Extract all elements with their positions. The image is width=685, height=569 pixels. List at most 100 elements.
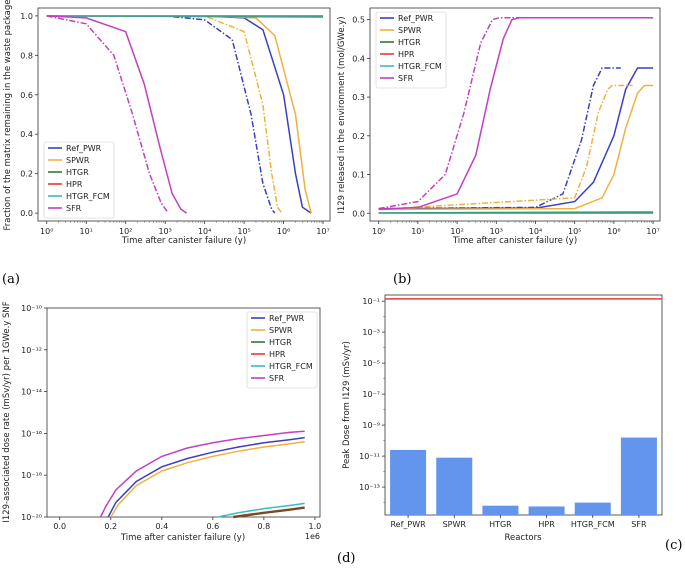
panel-d-xtick-label: 0.6 xyxy=(206,522,219,531)
panel-d-ytick-label: 10⁻¹⁴ xyxy=(21,388,42,397)
panel-d-series-spwr xyxy=(110,441,305,518)
panel-c-ytick-label: 10⁻⁵ xyxy=(362,359,380,368)
panel-c-plot-area xyxy=(384,294,663,516)
panel-a-series-sfr xyxy=(46,15,188,214)
panel-c-bar-hpr xyxy=(528,506,565,515)
panel-b-ytick-label: 0.2 xyxy=(352,132,365,141)
panel-d-offset-text: 1e6 xyxy=(305,532,320,541)
panel-d-series-htgr xyxy=(233,506,305,519)
panel-d-legend: Ref_PWR SPWR HTGR HPR HTGR_FCM SFR xyxy=(246,311,318,389)
panel-c-ytick-label: 10⁻¹¹ xyxy=(359,452,380,461)
panel-d-legend-label-sfr: SFR xyxy=(269,374,285,383)
panel-b-ytick-label: 0.0 xyxy=(352,209,365,218)
panel-b-legend-frame xyxy=(375,11,447,89)
panel-a-xtick-label: 10⁶ xyxy=(277,227,290,236)
panel-b-chart: 10⁰ 10¹ 10² 10³ 10⁴ 10⁵ 10⁶ 10⁷ 0.0 0.1 0.2 0.3 0.4 0… xyxy=(337,7,661,246)
panel-d-xtick-label: 0.8 xyxy=(258,522,271,531)
panel-b-xtick-label: 10⁷ xyxy=(646,227,659,236)
panel-d-chart: 0.0 0.2 0.4 0.6 0.8 1.0 10⁻²⁰ 10⁻¹⁸ 10⁻¹⁶ 10⁻¹⁴ 10… xyxy=(2,301,321,543)
panel-a-xtick-label: 10⁷ xyxy=(316,227,329,236)
panel-a-legend-frame xyxy=(43,141,115,219)
panel-d-ytick-label: 10⁻¹⁸ xyxy=(21,471,42,480)
panel-b-series-ref_pwr-dashdot xyxy=(378,67,621,210)
panel-b-legend-label-sfr: SFR xyxy=(398,74,414,83)
panel-a-ylabel: Fraction of the matrix remaining in the … xyxy=(3,0,13,231)
panel-d-legend-label-hpr: HPR xyxy=(269,350,286,359)
panel-label-c: (c) xyxy=(665,538,682,553)
panel-a-legend-label-sfr: SFR xyxy=(66,204,82,213)
panel-a-xtick-label: 10¹ xyxy=(80,227,93,236)
panel-d-legend-frame xyxy=(246,311,318,389)
panel-b-ylabel: I129 released in the environment (mol/GW… xyxy=(337,16,347,213)
panel-b-ytick-label: 0.1 xyxy=(352,171,365,180)
panel-a-ytick-label: 0.2 xyxy=(20,170,33,179)
panel-d-series-sfr xyxy=(99,430,305,518)
panel-d-ytick-label: 10⁻²⁰ xyxy=(21,513,42,522)
panel-b-legend-label-htgr: HTGR xyxy=(398,38,421,47)
panel-b-xtick-label: 10³ xyxy=(490,227,503,236)
panel-d-ytick-label: 10⁻¹² xyxy=(21,346,42,355)
panel-a-ytick-label: 0.8 xyxy=(20,51,33,60)
panel-b-xtick-label: 10⁵ xyxy=(568,227,581,236)
panel-b-series-spwr xyxy=(378,84,654,211)
panel-b-xtick-label: 10¹ xyxy=(411,227,424,236)
panel-a-xtick-label: 10⁰ xyxy=(40,227,53,236)
panel-b-series-ref_pwr xyxy=(378,67,654,210)
panel-a-ytick-label: 0.0 xyxy=(20,209,33,218)
panel-b-xlabel: Time after canister failure (y) xyxy=(452,236,577,246)
panel-label-a: (a) xyxy=(2,272,20,287)
panel-d-legend-label-ref_pwr: Ref_PWR xyxy=(269,314,305,323)
panel-c-ytick-label: 10⁻⁷ xyxy=(362,390,380,399)
panel-c-bar-htgr xyxy=(482,505,519,515)
panel-a-legend-label-ref_pwr: Ref_PWR xyxy=(66,144,102,153)
panel-b-legend-label-spwr: SPWR xyxy=(398,26,422,35)
panel-c-xtick-label-htgr: HTGR xyxy=(489,520,512,529)
panel-b-series-spwr-dashdot xyxy=(378,84,633,211)
panel-c-xtick-label-ref_pwr: Ref_PWR xyxy=(390,520,426,529)
panel-b-ytick-label: 0.3 xyxy=(352,93,365,102)
panel-b-legend: Ref_PWR SPWR HTGR HPR HTGR_FCM SFR xyxy=(375,11,447,89)
panel-d-legend-label-htgr_fcm: HTGR_FCM xyxy=(269,362,313,371)
panel-c-xtick-label-sfr: SFR xyxy=(631,520,647,529)
panel-b-ytick-label: 0.5 xyxy=(352,16,365,25)
panel-c-ytick-label: 10⁻¹ xyxy=(362,297,380,306)
panel-a-chart: 10⁰ 10¹ 10² 10³ 10⁴ 10⁵ 10⁶ 10⁷ 0.0 0.2 0.4 0.6 0.8 1… xyxy=(3,0,331,246)
panel-b-series-sfr-dashdot xyxy=(378,16,654,210)
panel-d-xtick-label: 0.4 xyxy=(155,522,168,531)
panel-b-xtick-label: 10⁶ xyxy=(607,227,620,236)
panel-c-xlabel: Reactors xyxy=(504,533,542,543)
panel-c-ytick-label: 10⁻¹³ xyxy=(359,483,380,492)
panel-a-ytick-label: 1.0 xyxy=(20,12,33,21)
panel-d-ylabel: I129-associated dose rate (mSv/yr) per 1… xyxy=(2,301,12,522)
panel-b-xtick-label: 10⁰ xyxy=(372,227,385,236)
panel-c-xtick-label-htgr_fcm: HTGR_FCM xyxy=(571,520,615,529)
panel-a-legend-label-htgr: HTGR xyxy=(66,168,89,177)
panel-d-series-htgr_fcm xyxy=(217,502,305,518)
panel-d-legend-label-htgr: HTGR xyxy=(269,338,292,347)
panel-label-d: (d) xyxy=(337,551,355,566)
panel-c-bar-htgr_fcm xyxy=(574,502,611,515)
panel-a-legend-label-hpr: HPR xyxy=(66,180,83,189)
panel-a-legend-label-htgr_fcm: HTGR_FCM xyxy=(66,192,110,201)
panel-a-xtick-label: 10² xyxy=(119,227,132,236)
panel-c-ylabel: Peak Dose from I129 (mSv/yr) xyxy=(342,341,352,469)
panel-d-series-ref_pwr xyxy=(107,436,305,518)
panel-a-xtick-label: 10⁵ xyxy=(237,227,250,236)
panel-d-ytick-label: 10⁻¹⁶ xyxy=(21,429,42,438)
panel-b-xtick-label: 10² xyxy=(450,227,463,236)
panel-d-xlabel: Time after canister failure (y) xyxy=(120,533,245,543)
panel-c-chart: 10⁻¹ 10⁻³ 10⁻⁵ 10⁻⁷ 10⁻⁹ 10⁻¹¹ 10⁻¹³ Ref_PWR SPW… xyxy=(342,294,663,543)
panel-c-bar-sfr xyxy=(620,437,657,515)
panel-d-xtick-label: 0.2 xyxy=(104,522,117,531)
panel-c-xtick-label-spwr: SPWR xyxy=(443,520,467,529)
panel-a-legend: Ref_PWR SPWR HTGR HPR HTGR_FCM SFR xyxy=(43,141,115,219)
panel-b-legend-label-htgr_fcm: HTGR_FCM xyxy=(398,62,442,71)
panel-c-ytick-label: 10⁻⁹ xyxy=(362,421,380,430)
panel-b-legend-label-hpr: HPR xyxy=(398,50,415,59)
panel-c-ytick-label: 10⁻³ xyxy=(362,328,380,337)
panel-a-xtick-label: 10³ xyxy=(158,227,171,236)
panel-c-bar-ref_pwr xyxy=(390,449,427,515)
panel-b-xtick-label: 10⁴ xyxy=(529,227,542,236)
panel-a-legend-label-spwr: SPWR xyxy=(66,156,90,165)
